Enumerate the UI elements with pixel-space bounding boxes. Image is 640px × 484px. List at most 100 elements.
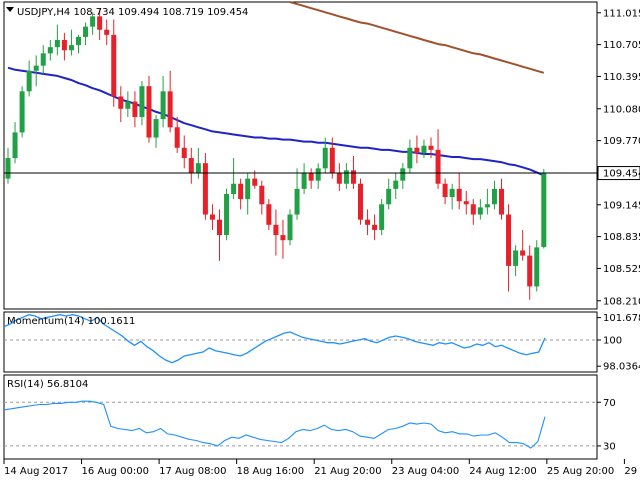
current-price-box [597,166,640,181]
candle-body [12,132,18,159]
price-tick-label: 111.015 [603,8,640,19]
candle-body [372,224,378,230]
candle-body [520,250,526,256]
candle-body [26,70,32,92]
candle-body [54,39,60,48]
candle-body [435,149,441,184]
momentum-tick-label: 100 [603,336,622,347]
rsi-tick-label: 30 [603,441,616,452]
candle-body [238,183,244,200]
candle-body [329,147,335,174]
candle-body [379,204,385,230]
candle-body [541,173,547,247]
candle-body [358,183,363,220]
price-panel-frame [3,1,598,310]
candle-body [195,163,201,174]
candle-body [421,145,427,153]
candle-body [386,188,392,205]
price-tick-label: 108.210 [603,296,640,307]
momentum-tick-label: 101.6784 [603,313,640,324]
price-tick-label: 110.080 [603,104,640,115]
collapse-triangle-icon[interactable] [6,7,14,12]
momentum-line [3,314,546,364]
time-tick-label: 16 Aug 00:00 [82,466,149,477]
candle-body [463,201,469,205]
time-axis: 14 Aug 2017 16 Aug 00:00 17 Aug 08:00 18 Au… [3,459,640,477]
candle-body [259,185,265,205]
candle-body [97,16,103,30]
price-tick-label: 108.835 [603,232,640,243]
candle-body [449,188,455,198]
candle-body [118,96,124,109]
candle-body [90,16,96,27]
chart-header: USDJPY,H4 108.734 109.494 108.719 109.45… [6,7,248,18]
price-tick-label: 108.525 [603,264,640,275]
price-tick-label: 110.705 [603,40,640,51]
candle-body [174,127,180,148]
candle-body [181,147,187,159]
momentum-tick-label: 98.0364 [603,362,640,373]
candle-body [294,188,300,215]
momentum-series [3,314,546,364]
current-price-line: 109.454 [4,166,640,181]
fast-moving-average [7,66,545,177]
rsi-series [3,400,546,449]
candle-body [414,147,420,153]
candle-body [499,188,504,215]
candle-body [104,29,110,35]
candle-body [33,65,39,71]
price-axis: 111.015 110.705 110.395 110.080 109.770 109.1… [597,8,640,307]
candle-body [343,170,349,184]
candle-body [224,194,230,236]
candle-body [132,101,138,117]
time-tick-label: 25 Aug 20:00 [547,466,614,477]
candle-body [266,204,272,225]
candle-body [280,235,286,241]
candle-body [68,45,74,51]
slow-moving-average [289,1,545,74]
candle-body [61,39,67,51]
time-tick-label: 17 Aug 08:00 [159,466,226,477]
candle-body [139,86,145,117]
rsi-label: RSI(14) 56.8104 [7,379,88,390]
candle-body [153,119,159,138]
price-tick-label: 110.395 [603,72,640,83]
candle-body [47,47,53,54]
rsi-tick-label: 70 [603,398,616,409]
candle-body [322,147,328,169]
candle-body [506,214,512,266]
candle-body [336,173,342,184]
candle-body [470,204,476,215]
candle-body [527,255,533,287]
candle-body [160,91,166,120]
time-tick-label: 29 Aug 00:00 [624,466,640,477]
candle-body [456,188,462,202]
time-tick-label: 21 Aug 20:00 [314,466,381,477]
candlestick-series [5,9,547,300]
candle-body [534,247,540,287]
candle-body [167,91,173,128]
candle-body [5,158,11,179]
candle-body [308,173,314,181]
candle-body [209,214,215,220]
fast-ma-line [7,66,545,177]
candle-body [111,34,117,97]
candle-body [484,204,490,208]
price-tick-label: 109.770 [603,136,640,147]
momentum-axis: 101.6784 100 98.0364 [4,313,640,373]
candle-body [202,163,208,215]
candle-body [287,214,293,241]
momentum-label: Momentum(14) 100.1611 [7,316,135,327]
symbol-ohlc-readout: USDJPY,H4 108.734 109.494 108.719 109.45… [17,7,248,18]
time-tick-label: 18 Aug 16:00 [237,466,304,477]
candle-body [428,145,434,150]
current-price-label: 109.454 [603,169,640,180]
rsi-panel-frame [3,374,598,460]
candle-body [245,178,251,200]
time-tick-label: 14 Aug 2017 [4,466,68,477]
candle-body [252,178,258,186]
candle-body [40,53,46,66]
candle-body [400,168,406,181]
